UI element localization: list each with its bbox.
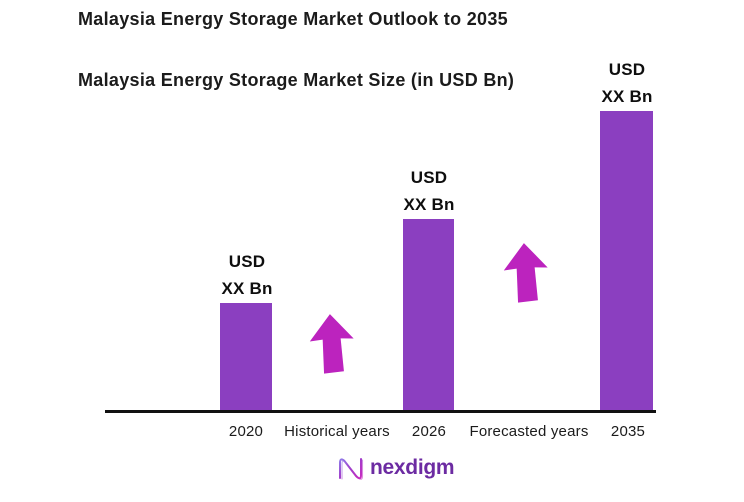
bar-2020 bbox=[220, 303, 272, 410]
value-line-amount: XX Bn bbox=[221, 279, 273, 298]
value-line-usd: USD bbox=[608, 60, 646, 79]
chart-subtitle: Malaysia Energy Storage Market Size (in … bbox=[78, 70, 515, 90]
x-annotation-historical: Historical years bbox=[284, 423, 390, 440]
bar-value-label-2035: USD XX Bn bbox=[566, 56, 688, 110]
growth-arrow-icon bbox=[503, 243, 548, 303]
value-line-usd: USD bbox=[410, 168, 448, 187]
bar-2035 bbox=[600, 111, 653, 410]
x-tick-2026: 2026 bbox=[411, 423, 447, 440]
bar-2026 bbox=[403, 219, 454, 410]
x-tick-2035: 2035 bbox=[610, 423, 646, 440]
logo-stroke-echo bbox=[341, 459, 364, 480]
brand-logo: nexdigm bbox=[336, 452, 455, 484]
x-annotation-forecasted: Forecasted years bbox=[469, 423, 589, 440]
bar-value-label-2020: USD XX Bn bbox=[186, 248, 308, 302]
value-line-amount: XX Bn bbox=[403, 195, 455, 214]
arrow-shape bbox=[309, 314, 354, 374]
nexdigm-logo-icon bbox=[339, 458, 364, 480]
bar-value-label-2026: USD XX Bn bbox=[368, 164, 490, 218]
brand-name: nexdigm bbox=[370, 456, 455, 479]
x-axis-line bbox=[105, 410, 656, 413]
value-line-usd: USD bbox=[228, 252, 266, 271]
x-tick-2020: 2020 bbox=[228, 423, 264, 440]
growth-arrow-icon bbox=[309, 314, 354, 374]
chart-title: Malaysia Energy Storage Market Outlook t… bbox=[78, 9, 508, 29]
arrow-shape bbox=[503, 243, 548, 303]
value-line-amount: XX Bn bbox=[601, 87, 653, 106]
